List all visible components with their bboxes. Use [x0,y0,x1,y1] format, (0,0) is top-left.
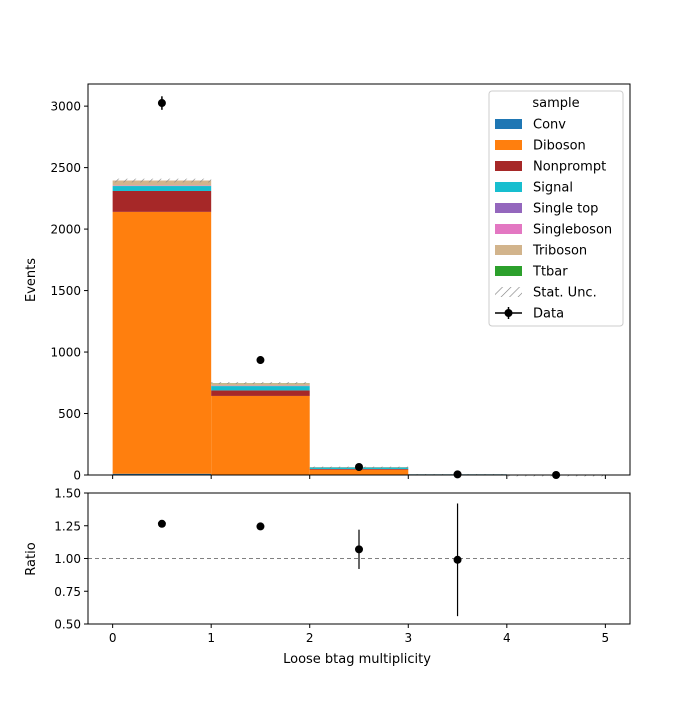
data-point-1 [256,356,264,364]
legend-swatch-nonprompt [495,161,522,171]
main-y-tick-label-2: 1000 [50,346,81,360]
ratio-point-0 [158,520,166,528]
legend: sample Conv Diboson Nonprompt Signal Single … [489,91,623,326]
data-point-3 [454,470,462,478]
legend-label-triboson: Triboson [532,244,587,259]
main-y-tick-label-5: 2500 [50,161,81,175]
legend-swatch-singleboson [495,224,522,234]
data-point-2 [355,463,363,471]
ratio-x-tick-label-0: 0 [109,631,117,645]
legend-swatch-signal [495,182,522,192]
ratio-y-tick-label-3: 1.25 [54,519,81,533]
ratio-y-tick-label-0: 0.50 [54,618,81,632]
ratio-x-tick-label-3: 3 [404,631,412,645]
ratio-y-tick-label-1: 0.75 [54,585,81,599]
legend-swatch-single-top [495,203,522,213]
stat-unc-bin-0 [113,179,212,183]
legend-label-signal: Signal [533,181,573,196]
legend-label-data: Data [533,307,564,322]
legend-label-diboson: Diboson [533,139,586,154]
ratio-y-axis-label: Ratio [24,542,39,575]
ratio-y-tick-label-4: 1.50 [54,487,81,501]
main-y-tick-label-6: 3000 [50,100,81,114]
ratio-x-tick-label-2: 2 [306,631,314,645]
legend-swatch-marker-data [505,309,513,317]
x-axis-label: Loose btag multiplicity [283,652,431,667]
legend-label-stat-unc: Stat. Unc. [533,286,597,301]
ratio-point-2 [355,545,363,553]
main-y-tick-label-0: 0 [73,469,81,483]
ratio-x-tick-label-1: 1 [207,631,215,645]
main-y-axis-label: Events [24,258,39,302]
legend-swatch-stat-unc [495,287,522,297]
main-y-tick-label-3: 1500 [50,284,81,298]
bar-diboson-bin-0 [113,212,212,474]
legend-label-nonprompt: Nonprompt [533,160,606,175]
legend-swatch-ttbar [495,266,522,276]
legend-label-singleboson: Singleboson [533,223,612,238]
data-point-0 [158,99,166,107]
main-y-tick-label-4: 2000 [50,223,81,237]
ratio-point-1 [256,522,264,530]
main-y-tick-label-1: 500 [58,407,81,421]
legend-label-single-top: Single top [533,202,598,217]
ratio-x-tick-label-4: 4 [503,631,511,645]
bar-signal-bin-0 [113,186,212,191]
legend-swatch-conv [495,119,522,129]
ratio-point-3 [454,556,462,564]
legend-title: sample [532,96,579,111]
legend-swatch-diboson [495,140,522,150]
bar-nonprompt-bin-1 [211,390,310,396]
stat-unc-bin-1 [211,382,310,384]
bar-diboson-bin-1 [211,396,310,475]
ratio-x-tick-label-5: 5 [602,631,610,645]
legend-label-conv: Conv [533,118,566,133]
legend-label-ttbar: Ttbar [532,265,568,280]
bar-signal-bin-1 [211,386,310,390]
ratio-axes: 0 1 2 3 4 5 0.50 0.75 1.00 1.25 1.50 [54,487,609,646]
bar-nonprompt-bin-0 [113,191,212,212]
ratio-y-tick-label-2: 1.00 [54,552,81,566]
legend-swatch-triboson [495,245,522,255]
ratio-points [158,503,462,616]
